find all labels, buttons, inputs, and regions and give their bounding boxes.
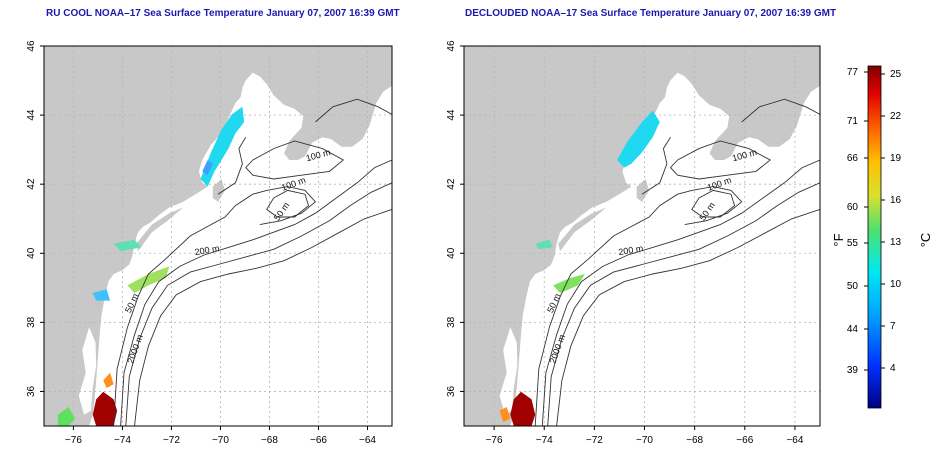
bathymetry-contour — [641, 136, 671, 195]
bathymetry-contour — [541, 159, 820, 426]
sst-patch — [127, 266, 170, 293]
c-tick-label: 25 — [890, 69, 902, 80]
cape-cod — [212, 179, 225, 202]
sst-patch — [103, 372, 114, 388]
c-tick-label: 10 — [890, 279, 902, 290]
lon-tick-label: −66 — [310, 435, 327, 446]
bathymetry-contour — [217, 136, 247, 195]
lat-tick-label: 40 — [446, 247, 457, 259]
sst-patch — [92, 289, 111, 301]
f-tick-label: 44 — [847, 324, 859, 335]
bathymetry-contour — [315, 98, 392, 123]
f-tick-label: 66 — [847, 153, 859, 164]
lon-tick-label: −76 — [65, 435, 82, 446]
f-tick-label: 71 — [847, 116, 859, 127]
sst-patch — [202, 160, 213, 176]
lat-tick-label: 40 — [26, 247, 37, 259]
bathymetry-contour — [547, 182, 820, 426]
map-frame — [463, 45, 821, 427]
contour-label: 200 m — [618, 243, 644, 257]
lat-tick-label: 38 — [446, 316, 457, 328]
lon-tick-label: −70 — [636, 435, 653, 446]
c-tick-label: 13 — [890, 237, 902, 248]
bathymetry-contour — [534, 186, 743, 426]
lat-tick-label: 36 — [446, 385, 457, 397]
long-island — [136, 207, 184, 252]
bathymetry-contour — [669, 140, 772, 180]
bathymetry-contour — [125, 182, 392, 426]
lat-tick-label: 38 — [26, 316, 37, 328]
sst-patch — [617, 110, 660, 168]
c-tick-label: 4 — [890, 363, 896, 374]
celsius-label: °C — [918, 233, 933, 248]
sst-patch — [510, 391, 536, 426]
f-tick-label: 50 — [847, 281, 859, 292]
sst-patch — [113, 239, 142, 252]
lat-tick-label: 42 — [26, 178, 37, 190]
chesapeake-bay — [78, 327, 97, 415]
lat-tick-label: 36 — [26, 385, 37, 397]
sst-patch — [553, 274, 585, 293]
lon-tick-label: −70 — [212, 435, 229, 446]
lon-tick-label: −66 — [736, 435, 753, 446]
bathymetry-contour — [120, 159, 392, 426]
fahrenheit-label: °F — [831, 233, 846, 246]
colorbar-gradient — [867, 65, 882, 409]
f-tick-label: 77 — [847, 67, 859, 78]
bathymetry-contour — [691, 189, 736, 218]
lon-tick-label: −72 — [586, 435, 603, 446]
lon-tick-label: −74 — [536, 435, 553, 446]
sst-patch — [535, 239, 553, 250]
lon-tick-label: −72 — [163, 435, 180, 446]
colorbar: 77 71 66 60 55 50 44 39 25 22 19 16 13 10 7 4 °F °C — [831, 65, 933, 409]
f-tick-label: 55 — [847, 238, 859, 249]
lon-tick-label: −76 — [486, 435, 503, 446]
c-tick-label: 7 — [890, 321, 896, 332]
land-mass — [464, 46, 820, 426]
cape-cod — [636, 179, 650, 202]
lon-tick-label: −64 — [359, 435, 376, 446]
long-island — [558, 207, 607, 252]
lat-tick-label: 46 — [446, 40, 457, 52]
lon-tick-label: −68 — [686, 435, 703, 446]
bathymetry-contour — [556, 208, 820, 426]
land-mass — [44, 46, 392, 426]
contour-label: 200 m — [194, 243, 220, 257]
sst-patch — [92, 391, 118, 426]
map-title-left: RU COOL NOAA–17 Sea Surface Temperature … — [46, 8, 400, 19]
lon-tick-label: −68 — [261, 435, 278, 446]
c-tick-label: 16 — [890, 195, 902, 206]
bathymetry-contour — [245, 140, 345, 180]
c-tick-label: 19 — [890, 153, 902, 164]
bathymetry-contour — [741, 98, 820, 123]
bathymetry-contour — [134, 208, 392, 426]
lat-tick-label: 42 — [446, 178, 457, 190]
f-tick-label: 39 — [847, 365, 859, 376]
lat-tick-label: 46 — [26, 40, 37, 52]
c-tick-label: 22 — [890, 111, 902, 122]
lat-tick-label: 44 — [26, 109, 37, 121]
sst-patch — [57, 407, 76, 426]
lon-tick-label: −64 — [786, 435, 803, 446]
chesapeake-bay — [499, 327, 518, 415]
bathymetry-contour — [113, 186, 317, 426]
bathymetry-contour — [266, 189, 310, 218]
lat-tick-label: 44 — [446, 109, 457, 121]
sst-patch — [499, 407, 511, 423]
map-title-right: DECLOUDED NOAA–17 Sea Surface Temperatur… — [465, 8, 837, 19]
lon-tick-label: −74 — [114, 435, 131, 446]
f-tick-label: 60 — [847, 202, 859, 213]
map-frame — [43, 45, 393, 427]
